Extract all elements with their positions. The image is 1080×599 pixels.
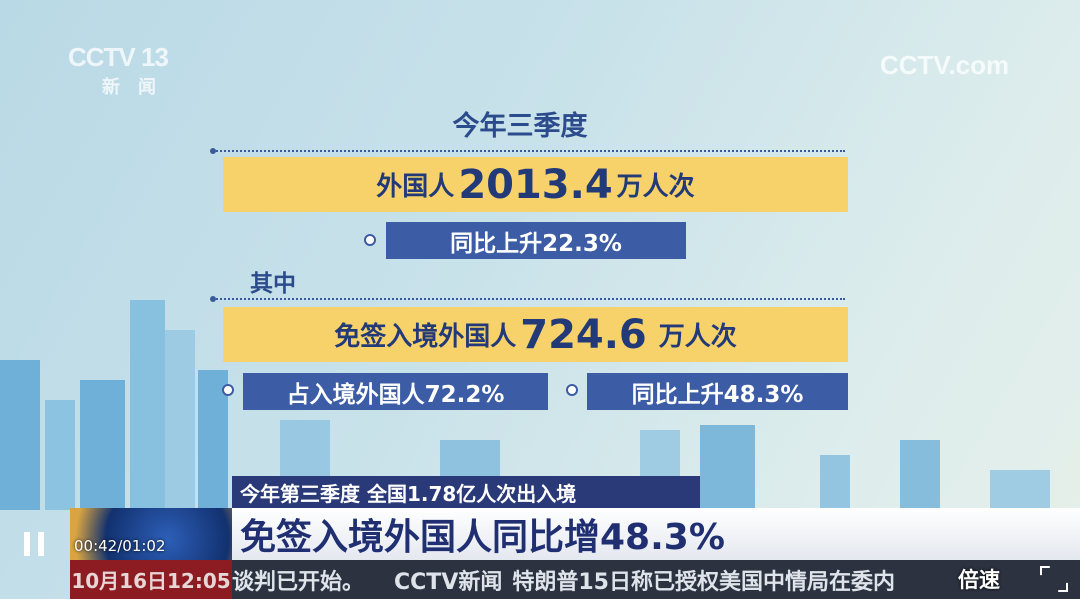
pause-button[interactable]: [22, 530, 46, 558]
ticker-datetime: 10月16日12:05: [70, 560, 232, 599]
news-ticker: 10月16日12:05 谈判已开始。 CCTV新闻 特朗普15日称已授权美国中情…: [70, 560, 1080, 599]
fullscreen-button[interactable]: [1040, 566, 1068, 592]
share-badge: 占入境外国人72.2%: [243, 373, 548, 410]
unit: 万人次: [616, 172, 695, 202]
cctv-com-watermark: CCTV.com: [880, 50, 1010, 80]
ticker-text-right: 特朗普15日称已授权美国中情局在委内: [512, 569, 895, 595]
speed-button[interactable]: 倍速: [958, 568, 1000, 592]
unit: 万人次: [658, 322, 737, 352]
label: 外国人: [376, 172, 455, 202]
news-globe-logo: [70, 508, 232, 560]
lower-third-kicker: 今年第三季度 全国1.78亿人次出入境: [232, 476, 700, 508]
bullet-icon: [566, 384, 578, 396]
foreigners-total-bar: 外国人 2013.4 万人次: [223, 157, 848, 212]
channel-name: CCTV 13: [68, 42, 169, 72]
value: 2013.4: [458, 161, 613, 208]
cctv-news-logo: CCTV新闻: [394, 569, 503, 595]
bullet-icon: [222, 384, 234, 396]
visa-free-bar: 免签入境外国人 724.6 万人次: [223, 307, 848, 362]
subheading: 其中: [250, 271, 296, 297]
value: 724.6: [520, 311, 647, 358]
bullet-icon: [364, 234, 376, 246]
pause-icon: [24, 532, 30, 556]
yoy-badge-2: 同比上升48.3%: [587, 373, 848, 410]
label: 免签入境外国人: [334, 322, 517, 352]
channel-sub: 新闻: [102, 77, 174, 97]
time-display: 00:42/01:02: [74, 537, 166, 555]
cctv13-logo: CCTV 13 新闻: [68, 42, 174, 99]
fullscreen-icon: [1040, 566, 1068, 592]
divider: [210, 296, 845, 302]
ticker-text-left: 谈判已开始。: [232, 569, 365, 595]
infographic-title: 今年三季度: [452, 111, 588, 142]
divider: [210, 148, 845, 154]
lower-third-headline: 免签入境外国人同比增48.3%: [232, 508, 1080, 560]
yoy-badge: 同比上升22.3%: [386, 222, 686, 259]
